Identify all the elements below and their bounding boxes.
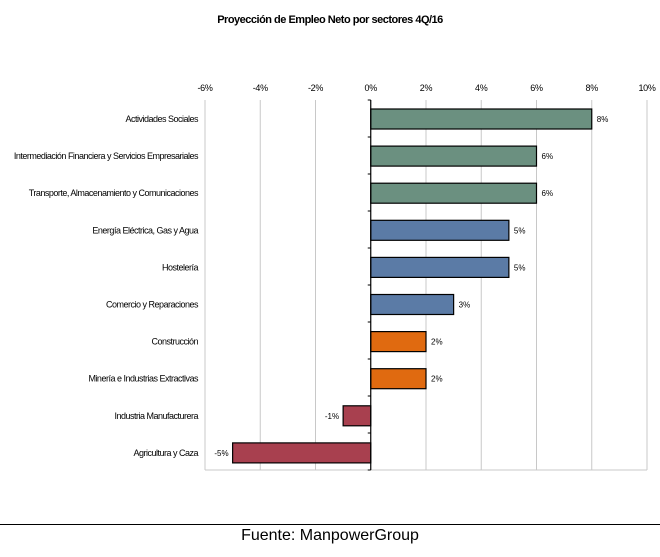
category-label: Construcción bbox=[151, 337, 198, 347]
category-label: Agricultura y Caza bbox=[133, 448, 198, 458]
x-tick-label: 4% bbox=[475, 83, 488, 93]
bar bbox=[370, 108, 593, 130]
bar bbox=[370, 293, 455, 316]
data-label: -1% bbox=[325, 412, 339, 421]
data-label: 6% bbox=[542, 152, 554, 161]
category-label: Comercio y Reparaciones bbox=[106, 300, 199, 310]
data-label: 5% bbox=[514, 263, 526, 272]
data-label: 2% bbox=[431, 338, 443, 347]
bar bbox=[232, 442, 372, 464]
data-label: 6% bbox=[542, 189, 554, 198]
data-label: 3% bbox=[459, 301, 471, 310]
category-label: Minería e Industrias Extractivas bbox=[88, 374, 199, 384]
x-tick-label: 10% bbox=[638, 83, 655, 93]
source-note: Fuente: ManpowerGroup bbox=[241, 527, 419, 544]
chart-title: Proyección de Empleo Neto por sectores 4… bbox=[217, 14, 443, 26]
x-tick-label: -4% bbox=[253, 83, 268, 93]
bar bbox=[370, 331, 427, 353]
category-label: Hostelería bbox=[162, 262, 199, 272]
x-tick-label: -2% bbox=[308, 83, 323, 93]
data-label: 5% bbox=[514, 226, 526, 235]
x-tick-label: 8% bbox=[586, 83, 599, 93]
data-label: 8% bbox=[597, 115, 609, 124]
bar bbox=[342, 405, 372, 427]
footer-divider bbox=[0, 524, 660, 525]
data-label: -5% bbox=[214, 449, 228, 458]
x-tick-label: 0% bbox=[365, 83, 378, 93]
data-label: 2% bbox=[431, 375, 443, 384]
x-tick-label: -6% bbox=[197, 83, 212, 93]
bar bbox=[370, 182, 538, 204]
bar bbox=[370, 145, 538, 167]
category-label: Actividades Sociales bbox=[125, 114, 199, 124]
bar-chart: -6% -4% -2% 0% 2% 4% 6% 8% 10% Actividades Social… bbox=[14, 83, 656, 471]
x-tick-label: 2% bbox=[420, 83, 433, 93]
bar bbox=[370, 219, 510, 241]
category-label: Intermediación Financiera y Servicios Em… bbox=[14, 151, 199, 161]
bar bbox=[370, 368, 427, 390]
category-label: Industria Manufacturera bbox=[114, 411, 198, 421]
bar bbox=[370, 256, 510, 278]
category-label: Transporte, Almacenamiento y Comunicacio… bbox=[29, 188, 199, 198]
category-label: Energía Eléctrica, Gas y Agua bbox=[92, 225, 198, 235]
plot-area: -6% -4% -2% 0% 2% 4% 6% 8% 10% Actividades Social… bbox=[14, 83, 656, 471]
x-tick-label: 6% bbox=[530, 83, 543, 93]
